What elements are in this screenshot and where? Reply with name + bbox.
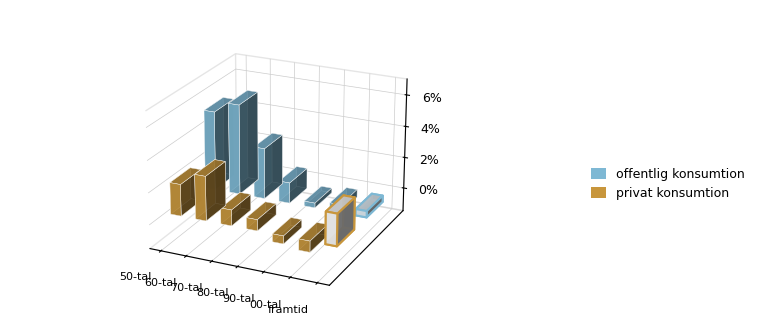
Legend: offentlig konsumtion, privat konsumtion: offentlig konsumtion, privat konsumtion [591, 168, 745, 200]
